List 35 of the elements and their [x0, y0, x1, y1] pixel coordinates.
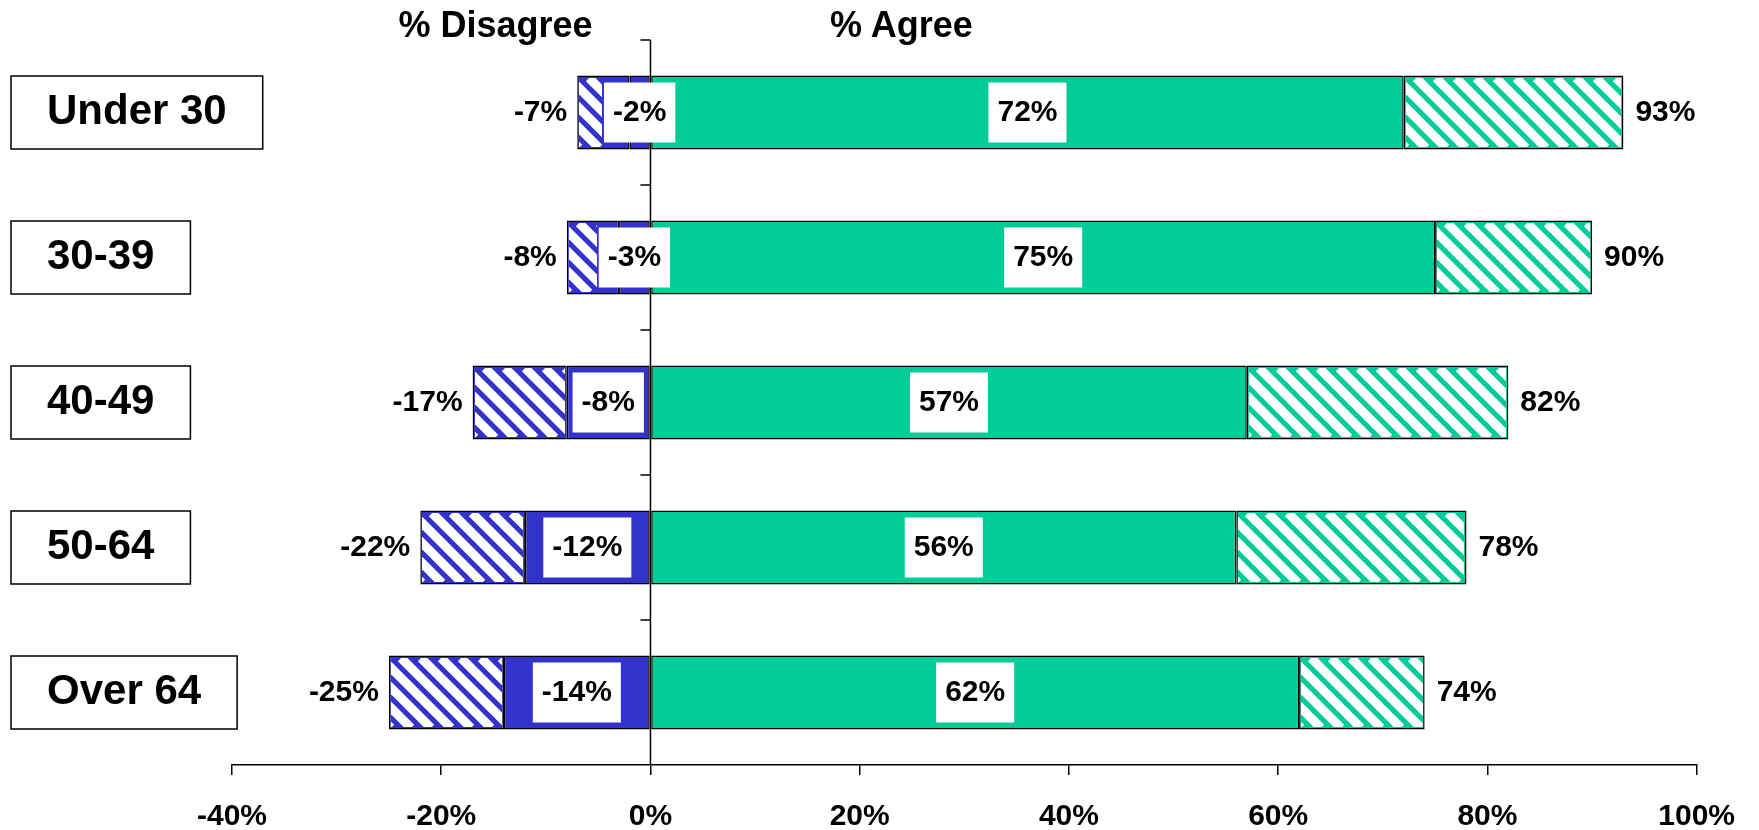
data-label: 72%	[997, 93, 1058, 127]
data-label: 56%	[913, 528, 974, 562]
data-label: -8%	[581, 383, 635, 417]
x-tick-label: 0%	[628, 798, 673, 830]
data-label: 57%	[918, 383, 980, 417]
y-tick-label: Under 30	[47, 86, 227, 134]
x-tick-label: 60%	[1248, 798, 1309, 830]
annotation: % Agree	[830, 3, 973, 45]
text: -22%	[340, 528, 411, 562]
text: 90%	[1604, 238, 1665, 272]
annotation: % Disagree	[398, 3, 593, 45]
text: -7%	[513, 93, 568, 127]
data-label: -2%	[612, 93, 667, 127]
data-label: -14%	[541, 673, 612, 707]
data-label: -12%	[552, 528, 623, 562]
data-label: 75%	[1013, 238, 1074, 272]
text: 78%	[1478, 528, 1539, 562]
text: -8%	[503, 238, 557, 272]
data-label: 62%	[945, 673, 1006, 707]
x-tick-label: 80%	[1457, 798, 1518, 830]
x-tick-label: 100%	[1658, 798, 1735, 830]
text: -17%	[392, 383, 463, 417]
x-tick-label: -40%	[196, 798, 268, 830]
y-tick-label: 30-39	[47, 231, 155, 279]
text: 93%	[1635, 93, 1696, 127]
text: -25%	[308, 673, 379, 707]
x-tick-label: 40%	[1038, 798, 1099, 830]
y-tick-label: 50-64	[47, 521, 156, 569]
y-tick-label: 40-49	[47, 376, 155, 424]
data-label: -3%	[607, 238, 662, 272]
text: 82%	[1520, 383, 1581, 417]
y-tick-label: Over 64	[47, 666, 202, 714]
x-tick-label: -20%	[406, 798, 477, 830]
x-tick-label: 20%	[829, 798, 890, 830]
text: 74%	[1436, 673, 1497, 707]
